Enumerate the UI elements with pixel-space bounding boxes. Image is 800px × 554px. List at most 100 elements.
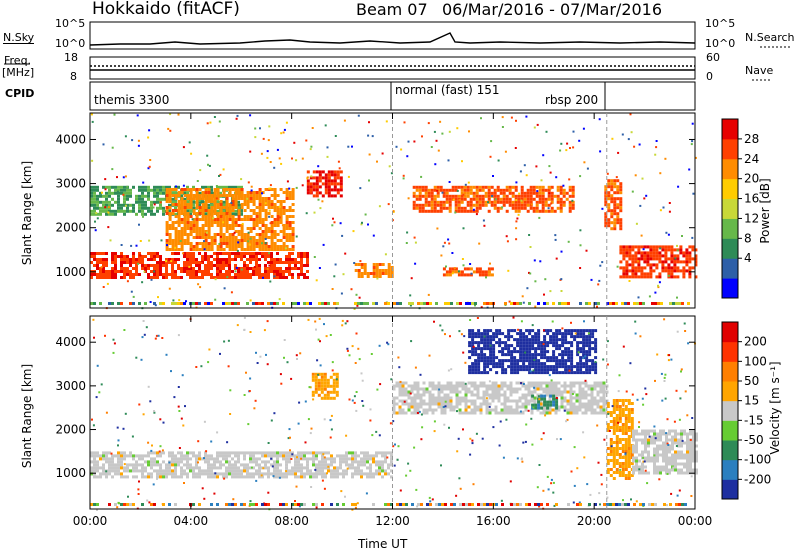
data-cell [108,463,111,467]
data-cell [219,224,223,227]
data-cell [610,209,614,213]
data-cell [533,259,536,262]
data-cell [306,252,309,255]
data-cell [216,258,219,261]
data-cell [556,200,560,204]
data-cell [240,258,243,261]
data-cell [99,258,102,261]
data-cell [674,257,677,260]
data-cell [657,286,660,289]
data-cell [522,344,526,348]
data-cell [317,384,321,388]
data-cell [625,245,629,249]
data-cell [471,365,475,369]
data-cell [479,396,483,400]
data-cell [222,463,225,467]
data-cell [285,221,289,224]
data-cell [431,402,435,406]
data-cell [513,302,516,305]
data-cell [309,469,312,473]
data-cell [551,408,555,412]
data-cell [255,239,259,242]
data-cell [207,215,211,218]
data-cell [511,185,515,189]
data-cell [630,474,634,477]
data-cell [479,402,483,406]
data-cell [561,371,565,375]
data-cell [339,179,343,183]
freq-label: Freq. [4,54,32,67]
data-cell [130,290,133,293]
data-cell [425,408,429,412]
data-cell [545,384,549,388]
data-cell [269,280,272,283]
data-cell [284,247,287,250]
data-cell [375,469,378,473]
data-cell [442,245,445,248]
data-cell [279,270,282,273]
data-cell [498,329,502,333]
data-cell [638,438,641,442]
data-cell [635,222,638,225]
data-cell [457,270,460,273]
data-cell [570,335,574,339]
data-cell [90,209,93,213]
data-cell [461,399,465,403]
data-cell [496,194,500,198]
data-cell [628,275,632,279]
data-cell [576,341,580,345]
data-cell [407,393,411,397]
data-cell [407,405,411,409]
data-cell [180,188,184,191]
data-cell [147,267,150,270]
data-cell [153,212,156,216]
data-cell [519,329,523,333]
data-cell [628,257,632,261]
data-cell [117,460,120,464]
data-cell [490,267,494,271]
data-cell [282,212,286,215]
data-cell [279,472,282,476]
data-cell [120,209,123,213]
data-cell [621,447,625,450]
data-cell [291,302,294,305]
data-cell [168,258,171,261]
data-cell [252,245,256,248]
data-cell [234,460,237,464]
data-cell [345,463,348,467]
data-cell [102,463,105,467]
data-cell [93,463,96,467]
data-cell [422,387,426,391]
data-cell [401,384,405,388]
data-cell [310,175,313,178]
data-cell [270,215,274,218]
data-cell [214,278,217,281]
data-cell [587,387,591,391]
data-cell [142,215,144,218]
data-cell [430,203,434,207]
data-cell [204,224,208,227]
data-cell [279,239,283,242]
data-cell [288,261,291,264]
data-cell [543,350,547,354]
data-cell [216,261,219,264]
data-cell [201,276,204,279]
data-cell [177,276,180,279]
data-cell [207,270,210,273]
data-cell [437,405,441,409]
data-cell [195,302,198,305]
data-cell [108,273,111,276]
data-cell [94,220,96,223]
data-cell [567,368,571,372]
data-cell [492,338,496,342]
data-cell [225,258,228,261]
data-cell [424,191,428,195]
data-cell [581,387,585,391]
data-cell [402,177,405,180]
data-cell [550,206,554,210]
data-cell [156,475,159,479]
data-cell [162,302,165,305]
data-cell [141,267,144,270]
data-cell [494,384,498,388]
data-cell [392,387,396,391]
